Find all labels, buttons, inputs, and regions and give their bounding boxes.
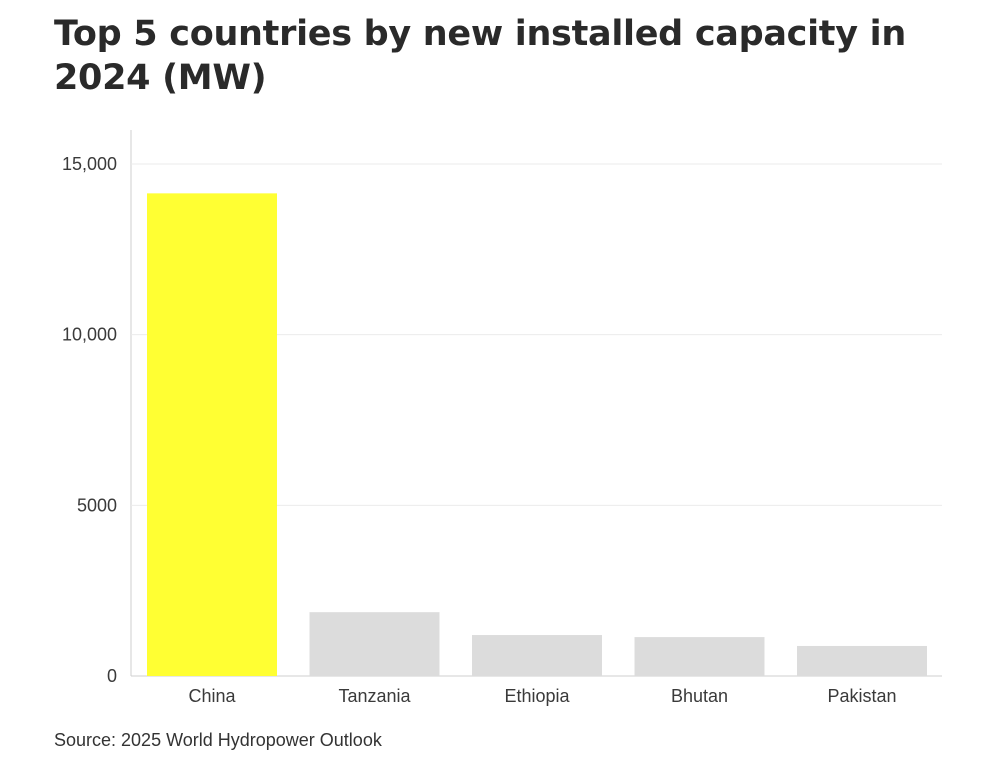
y-tick-label: 5000 [77,495,117,515]
y-tick-label: 15,000 [62,154,117,174]
y-tick-label: 10,000 [62,325,117,345]
bars [147,193,927,676]
bar-tanzania [309,612,440,676]
source-note: Source: 2025 World Hydropower Outlook [54,730,382,750]
x-tick-label: Bhutan [671,686,728,706]
y-axis-ticks: 0 5000 10,000 15,000 [62,154,117,686]
chart-title: Top 5 countries by new installed capacit… [54,14,906,98]
bar-china [147,193,277,676]
x-tick-label: Tanzania [338,686,411,706]
bar-ethiopia [472,635,602,676]
x-tick-label: Pakistan [827,686,896,706]
bar-bhutan [634,637,765,676]
x-axis-ticks: China Tanzania Ethiopia Bhutan Pakistan [188,686,896,706]
x-tick-label: Ethiopia [504,686,570,706]
x-tick-label: China [188,686,236,706]
y-tick-label: 0 [107,666,117,686]
bar-pakistan [797,645,927,676]
